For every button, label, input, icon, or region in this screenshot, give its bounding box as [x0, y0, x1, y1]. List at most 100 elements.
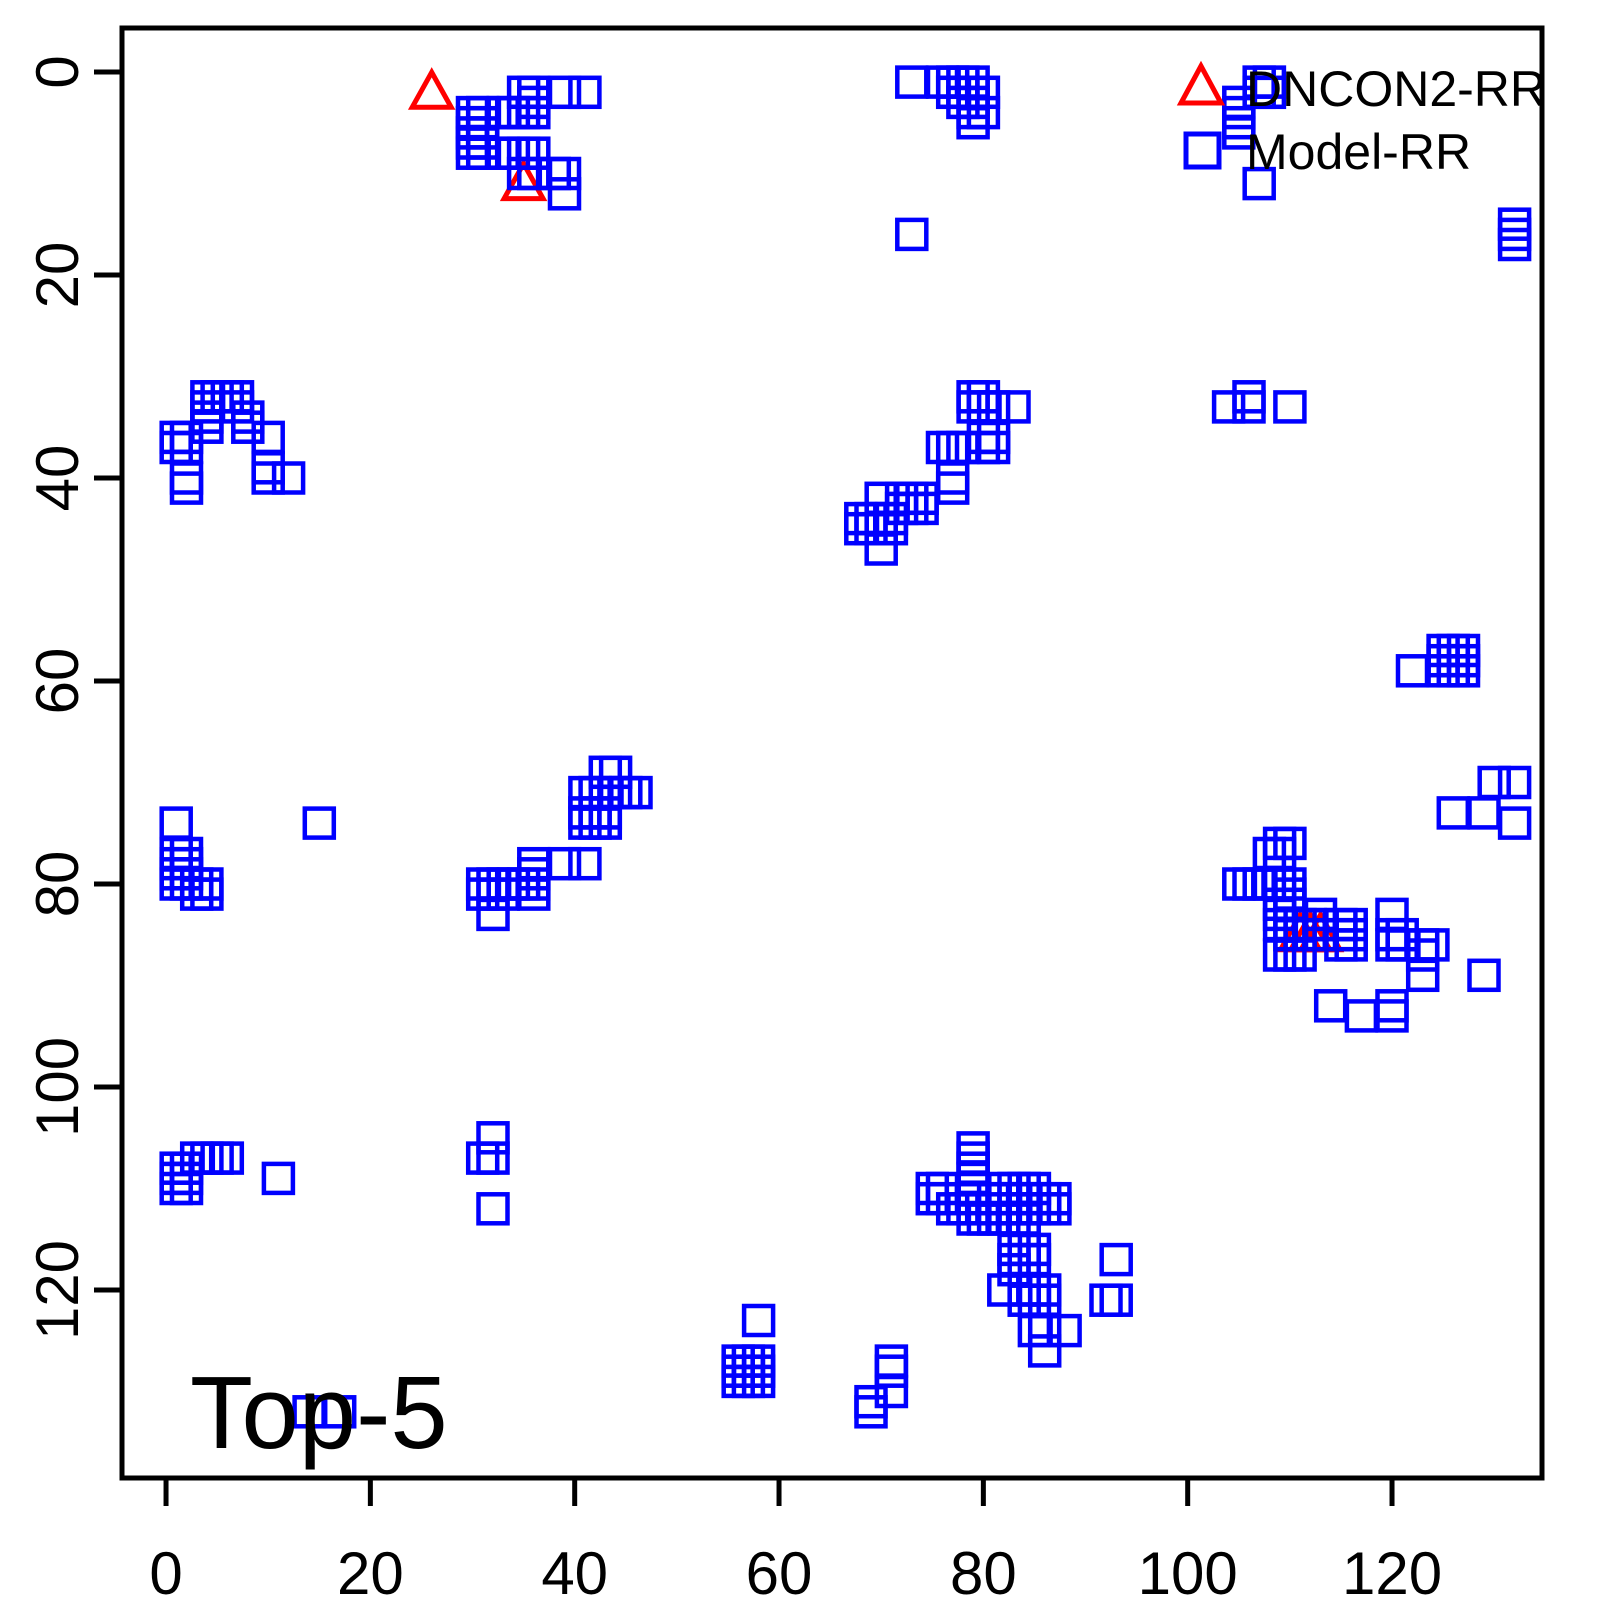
model-rr-marker — [1262, 938, 1297, 972]
model-rr-marker — [169, 857, 204, 891]
model-rr-marker — [987, 1273, 1021, 1307]
model-rr-marker — [1007, 1202, 1041, 1236]
model-rr-marker — [895, 481, 929, 516]
model-rr-marker — [506, 95, 541, 130]
model-rr-marker — [997, 1242, 1031, 1277]
model-rr-marker — [598, 775, 633, 810]
model-rr-marker — [568, 775, 602, 810]
model-rr-marker — [895, 217, 929, 252]
model-rr-marker — [1262, 867, 1297, 901]
model-rr-marker — [465, 116, 500, 150]
model-rr-marker — [925, 1181, 960, 1216]
y-tick-label: 60 — [24, 648, 91, 715]
model-rr-marker — [946, 75, 980, 110]
model-rr-marker — [895, 65, 929, 99]
model-rr-marker — [1334, 907, 1368, 942]
model-rr-marker — [1497, 765, 1532, 800]
model-rr-marker — [956, 1171, 990, 1206]
model-rr-marker — [169, 420, 204, 455]
model-rr-marker — [1273, 390, 1307, 424]
model-rr-marker — [956, 105, 990, 140]
model-rr-marker — [322, 1395, 357, 1429]
model-rr-marker — [568, 796, 602, 830]
model-rr-marker — [1467, 958, 1501, 993]
model-rr-marker — [997, 390, 1031, 424]
model-rr-marker — [517, 136, 551, 170]
model-rr-marker — [1446, 654, 1481, 688]
model-rr-marker — [854, 1395, 888, 1429]
model-rr-marker — [506, 867, 541, 901]
model-rr-marker — [547, 177, 582, 211]
model-rr-marker — [465, 95, 500, 130]
model-rr-marker — [465, 1141, 500, 1175]
model-rr-marker — [976, 420, 1011, 455]
model-rr-marker — [251, 461, 285, 495]
model-rr-marker — [1017, 1192, 1052, 1226]
model-rr-marker — [190, 1141, 224, 1175]
model-rr-marker — [476, 1192, 510, 1226]
model-rr-marker — [956, 1131, 990, 1165]
model-rr-marker — [159, 806, 193, 840]
model-rr-marker — [874, 1344, 909, 1378]
model-rr-marker — [1273, 867, 1307, 901]
y-axis: 0 20 40 60 80 100 120 — [24, 55, 122, 1340]
model-rr-marker — [1038, 1192, 1072, 1226]
model-rr-marker — [1242, 166, 1276, 201]
model-rr-marker — [925, 430, 960, 465]
model-rr-marker — [1017, 1273, 1052, 1307]
model-rr-marker — [609, 775, 643, 810]
model-rr-marker — [905, 491, 939, 526]
plot-border — [119, 25, 1545, 1481]
model-rr-marker — [1273, 877, 1307, 911]
model-rr-marker — [1027, 1192, 1062, 1226]
model-rr-marker — [476, 1141, 510, 1175]
model-rr-marker — [915, 1171, 950, 1206]
model-rr-marker — [946, 1192, 980, 1226]
model-rr-marker — [179, 1141, 214, 1175]
model-rr-marker — [1426, 633, 1460, 668]
model-rr-marker — [159, 867, 193, 901]
model-rr-marker — [905, 481, 939, 516]
model-rr-marker — [935, 461, 970, 495]
model-rr-marker — [915, 1181, 950, 1216]
model-rr-marker — [1467, 796, 1501, 830]
model-rr-marker — [486, 136, 520, 170]
model-rr-marker — [486, 867, 520, 901]
y-tick-label: 100 — [24, 1037, 91, 1137]
model-rr-marker — [1497, 207, 1532, 241]
model-rr-marker — [1334, 928, 1368, 962]
model-rr-marker — [966, 1202, 1001, 1236]
legend: DNCON2-RR Model-RR — [1176, 60, 1546, 180]
model-rr-marker — [568, 75, 602, 110]
model-rr-marker — [997, 1181, 1031, 1216]
model-rr-marker — [1436, 633, 1471, 668]
model-rr-marker — [1099, 1283, 1133, 1317]
model-rr-marker — [1283, 938, 1317, 972]
model-rr-marker — [925, 1171, 960, 1206]
model-rr-marker — [874, 1374, 909, 1409]
model-rr-marker — [486, 877, 520, 911]
model-rr-marker — [864, 532, 898, 566]
model-rr-marker — [1334, 917, 1368, 952]
model-rr-marker — [1007, 1181, 1041, 1216]
model-rr-marker — [496, 867, 531, 901]
model-rr-marker — [465, 105, 500, 140]
model-rr-marker — [200, 1141, 234, 1175]
model-rr-marker — [956, 65, 990, 99]
model-rr-marker — [465, 877, 500, 911]
model-rr-marker — [1375, 928, 1409, 962]
model-rr-marker — [1405, 938, 1440, 972]
model-rr-marker — [220, 390, 255, 424]
model-rr-marker — [476, 867, 510, 901]
model-rr-marker — [935, 75, 970, 110]
model-rr-marker — [874, 511, 909, 546]
model-rr-marker — [200, 380, 234, 414]
model-rr-marker — [1416, 928, 1450, 962]
model-rr-marker — [997, 1171, 1031, 1206]
model-rr-marker — [169, 430, 204, 465]
model-rr-marker — [1007, 1273, 1041, 1307]
model-rr-marker — [884, 481, 919, 516]
model-rr-marker — [884, 491, 919, 526]
x-tick-label: 60 — [746, 1540, 813, 1600]
legend-label-model: Model-RR — [1246, 124, 1471, 180]
